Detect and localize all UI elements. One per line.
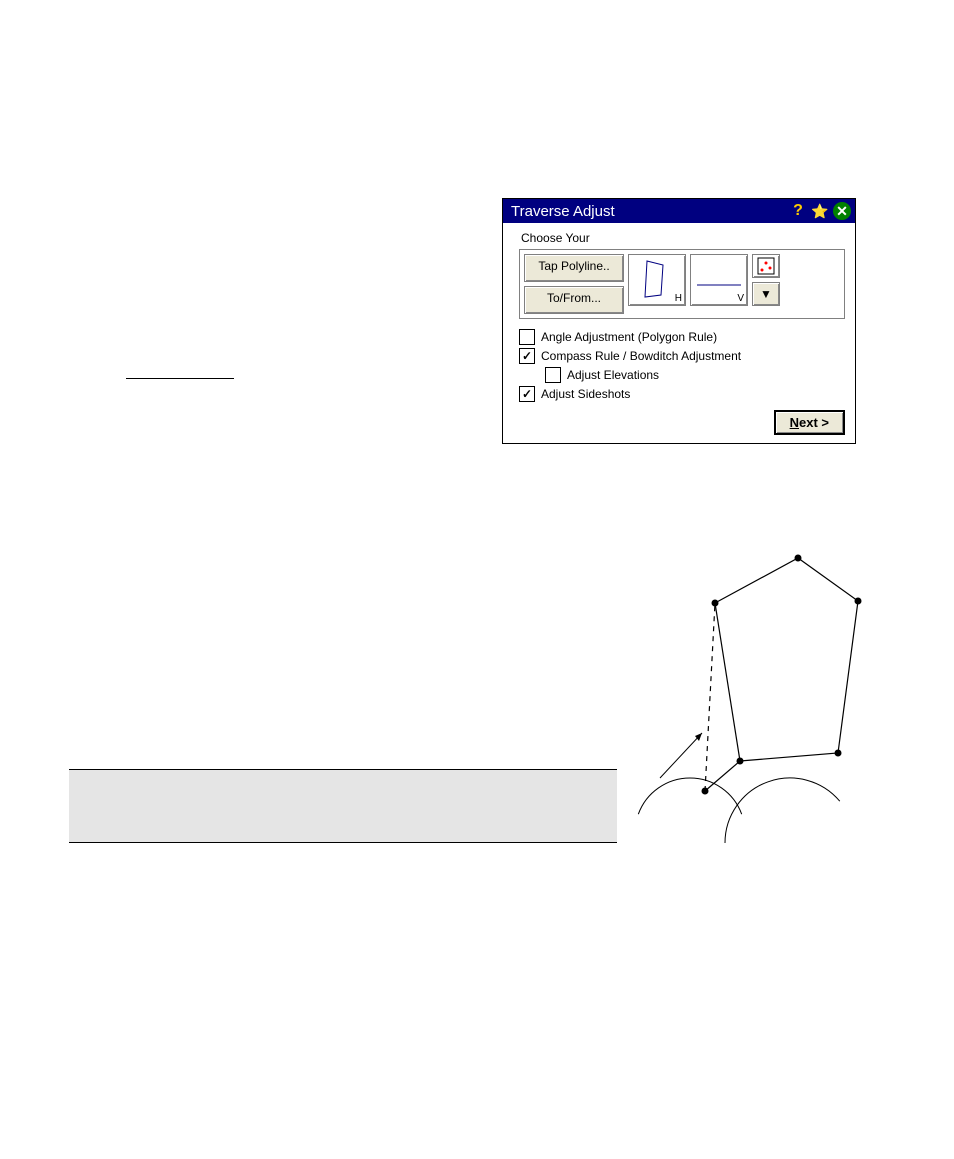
dialog-title: Traverse Adjust bbox=[511, 203, 789, 220]
scatter-icon-button[interactable] bbox=[752, 254, 780, 278]
angle-adjustment-checkbox[interactable] bbox=[519, 329, 535, 345]
choose-your-label: Choose Your bbox=[521, 231, 845, 245]
adjust-sideshots-label: Adjust Sideshots bbox=[541, 387, 630, 401]
horizontal-preview: H bbox=[628, 254, 686, 306]
h-label: H bbox=[675, 293, 682, 304]
close-icon[interactable]: ✕ bbox=[833, 202, 851, 220]
dialog-footer: Next > bbox=[519, 410, 845, 435]
compass-rule-checkbox[interactable]: ✓ bbox=[519, 348, 535, 364]
closure-svg bbox=[620, 523, 880, 843]
dropdown-button[interactable]: ▼ bbox=[752, 282, 780, 306]
favorite-icon[interactable]: ⭐ bbox=[811, 202, 829, 220]
side-icon-column: ▼ bbox=[752, 254, 780, 314]
next-button[interactable]: Next > bbox=[774, 410, 845, 435]
selection-button-column: Tap Polyline.. To/From... bbox=[524, 254, 624, 314]
adjust-sideshots-checkbox[interactable]: ✓ bbox=[519, 386, 535, 402]
adjust-elevations-row[interactable]: Adjust Elevations bbox=[545, 367, 845, 383]
titlebar-icon-group: ? ⭐ ✕ bbox=[789, 202, 851, 220]
angle-adjustment-label: Angle Adjustment (Polygon Rule) bbox=[541, 330, 717, 344]
next-rest-label: ext > bbox=[799, 415, 829, 430]
scatter-icon bbox=[757, 257, 775, 275]
closure-diagram bbox=[620, 523, 880, 843]
angle-adjustment-row[interactable]: Angle Adjustment (Polygon Rule) bbox=[519, 329, 845, 345]
section-heading-underline bbox=[126, 378, 234, 379]
adjust-elevations-checkbox[interactable] bbox=[545, 367, 561, 383]
vertical-preview: V bbox=[690, 254, 748, 306]
titlebar: Traverse Adjust ? ⭐ ✕ bbox=[503, 199, 855, 223]
dialog-body: Choose Your Tap Polyline.. To/From... H … bbox=[503, 223, 855, 443]
next-underline-letter: N bbox=[790, 415, 799, 430]
grey-callout-box bbox=[69, 769, 617, 843]
v-label: V bbox=[737, 293, 744, 304]
selection-group: Tap Polyline.. To/From... H V bbox=[519, 249, 845, 319]
adjust-elevations-label: Adjust Elevations bbox=[567, 368, 659, 382]
adjust-sideshots-row[interactable]: ✓ Adjust Sideshots bbox=[519, 386, 845, 402]
traverse-adjust-dialog: Traverse Adjust ? ⭐ ✕ Choose Your Tap Po… bbox=[502, 198, 856, 444]
checkbox-group: Angle Adjustment (Polygon Rule) ✓ Compas… bbox=[519, 329, 845, 402]
help-icon[interactable]: ? bbox=[789, 202, 807, 220]
compass-rule-label: Compass Rule / Bowditch Adjustment bbox=[541, 349, 741, 363]
compass-rule-row[interactable]: ✓ Compass Rule / Bowditch Adjustment bbox=[519, 348, 845, 364]
to-from-button[interactable]: To/From... bbox=[524, 286, 624, 314]
tap-polyline-button[interactable]: Tap Polyline.. bbox=[524, 254, 624, 282]
